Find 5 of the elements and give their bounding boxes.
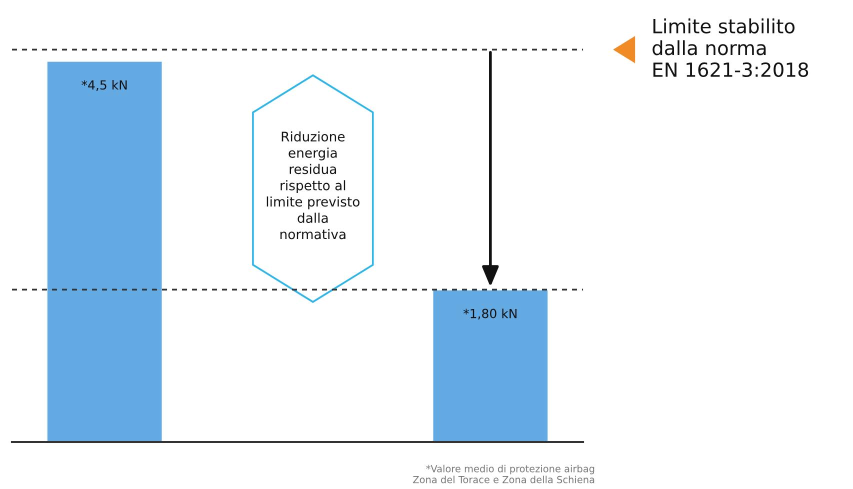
text: *4,5 kN: [82, 80, 127, 91]
annotation: Riduzione energia residua rispetto al limite previsto dalla normativa: [266, 131, 360, 240]
text: *Valore medio di protezione airbag Zona del Torace e Zona della Schiena: [413, 464, 594, 484]
text: *1,80 kN: [463, 308, 516, 320]
text: Limite stabilito dalla norma EN 1621-3:2018: [652, 18, 808, 78]
